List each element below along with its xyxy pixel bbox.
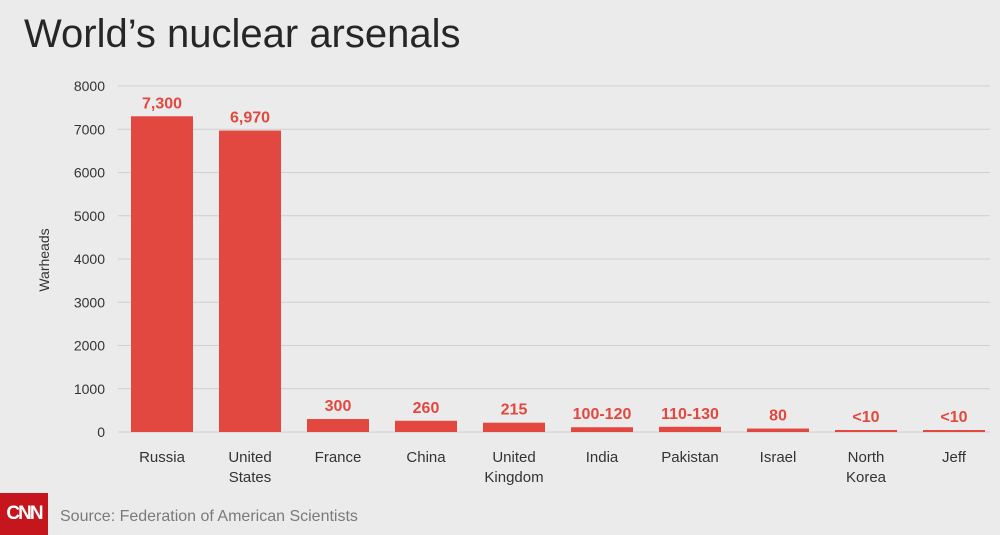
chart-title: World’s nuclear arsenals: [24, 12, 461, 56]
value-label: 110-130: [661, 406, 719, 423]
value-label: 80: [769, 408, 787, 425]
y-tick-label: 1000: [74, 381, 105, 397]
y-tick-label: 3000: [74, 294, 105, 310]
cnn-logo: CNN: [0, 493, 48, 535]
value-label: <10: [852, 409, 879, 426]
y-tick-label: 0: [97, 424, 105, 440]
category-label: Jeff: [942, 449, 967, 466]
y-axis-label: Warheads: [36, 228, 52, 291]
y-tick-label: 5000: [74, 208, 105, 224]
bar: [483, 422, 545, 432]
value-label: 260: [413, 400, 440, 417]
value-label: 215: [501, 402, 528, 419]
bar: [307, 419, 369, 432]
category-label: States: [229, 469, 272, 486]
value-label: 6,970: [230, 110, 270, 127]
category-label: Russia: [139, 449, 186, 466]
category-label: China: [406, 449, 446, 466]
y-tick-label: 8000: [74, 78, 105, 94]
bar: [219, 130, 281, 433]
bar: [747, 428, 809, 432]
category-label: Kingdom: [484, 469, 543, 486]
category-label: Korea: [846, 469, 887, 486]
category-label: Pakistan: [661, 449, 719, 466]
y-tick-label: 6000: [74, 165, 105, 181]
category-label: France: [315, 449, 362, 466]
value-label: 7,300: [142, 95, 182, 112]
y-tick-label: 7000: [74, 121, 105, 137]
source-note: Source: Federation of American Scientist…: [60, 508, 358, 525]
category-label: United: [228, 449, 271, 466]
category-label: United: [492, 449, 535, 466]
bar: [835, 430, 897, 432]
bar: [659, 426, 721, 432]
value-label: <10: [940, 409, 967, 426]
bar: [131, 116, 193, 433]
bar: [923, 430, 985, 432]
bar: [395, 420, 457, 432]
category-label: Israel: [760, 449, 797, 466]
y-tick-label: 4000: [74, 251, 105, 267]
y-tick-label: 2000: [74, 338, 105, 354]
value-label: 100-120: [573, 406, 632, 423]
category-label: North: [848, 449, 885, 466]
value-label: 300: [325, 398, 352, 415]
bar: [571, 427, 633, 432]
category-label: India: [586, 449, 619, 466]
